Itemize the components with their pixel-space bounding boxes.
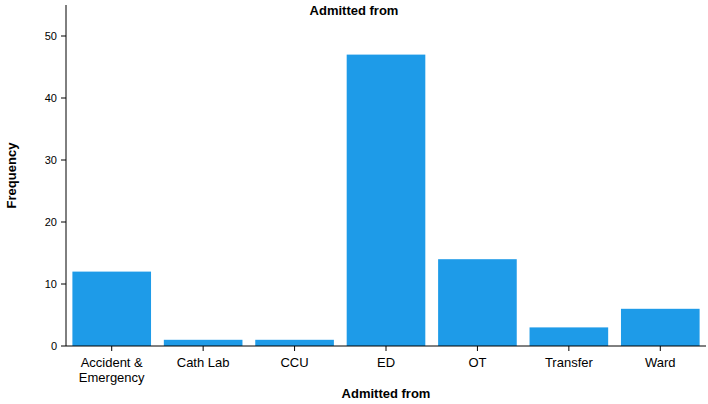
bar <box>621 309 700 346</box>
y-axis-title: Frequency <box>4 142 19 209</box>
x-tick-label-line: CCU <box>280 355 308 370</box>
x-tick-label-line: Accident & <box>81 355 143 370</box>
x-tick <box>386 346 387 351</box>
bar <box>255 340 334 346</box>
y-tick <box>61 98 66 99</box>
x-tick-label-line: Emergency <box>79 370 145 385</box>
y-tick-label: 50 <box>45 30 57 42</box>
bar <box>164 340 243 346</box>
x-axis-title: Admitted from <box>342 386 431 401</box>
x-tick <box>660 346 661 351</box>
x-tick-label: Ward <box>645 355 676 370</box>
chart: Admitted from 0 10 20 30 40 50 Accident &Emerge… <box>0 0 708 404</box>
x-tick-label: OT <box>468 355 486 370</box>
y-tick-label: 10 <box>45 278 57 290</box>
x-tick <box>477 346 478 351</box>
title: Admitted from <box>310 3 399 18</box>
x-tick <box>568 346 569 351</box>
y-tick <box>61 284 66 285</box>
bar <box>72 272 151 346</box>
x-tick-label-line: Ward <box>645 355 676 370</box>
x-tick-label-line: OT <box>468 355 486 370</box>
bar <box>347 55 426 346</box>
y-tick-label: 0 <box>51 340 57 352</box>
x-tick <box>203 346 204 351</box>
y-tick <box>61 160 66 161</box>
y-axis-line <box>66 5 67 346</box>
x-tick-label: ED <box>377 355 395 370</box>
y-tick <box>61 222 66 223</box>
x-tick-label: Transfer <box>545 355 594 370</box>
bar <box>438 259 517 346</box>
bar <box>530 327 609 346</box>
y-tick-label: 40 <box>45 92 57 104</box>
y-tick <box>61 36 66 37</box>
x-tick-label-line: Transfer <box>545 355 594 370</box>
x-tick <box>111 346 112 351</box>
x-tick-label-line: Cath Lab <box>177 355 230 370</box>
bars <box>72 55 699 346</box>
x-tick-label-line: ED <box>377 355 395 370</box>
y-tick-label: 30 <box>45 154 57 166</box>
x-tick-label: Accident &Emergency <box>79 355 145 385</box>
y-tick <box>61 346 66 347</box>
x-tick <box>294 346 295 351</box>
x-tick-label: Cath Lab <box>177 355 230 370</box>
y-tick-label: 20 <box>45 216 57 228</box>
x-tick-label: CCU <box>280 355 308 370</box>
